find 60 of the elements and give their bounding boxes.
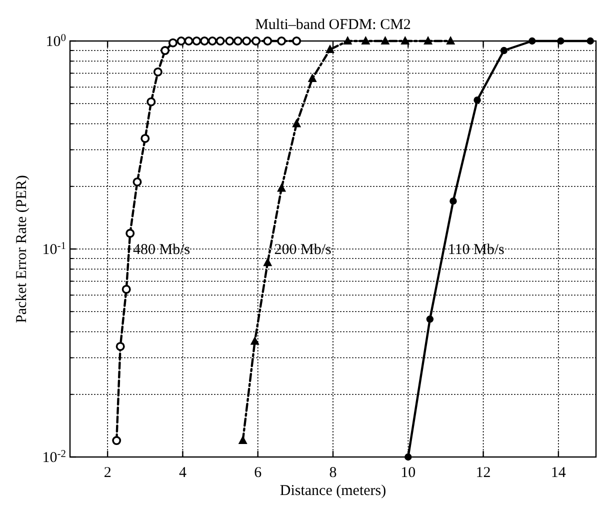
point (238, 436, 248, 444)
point (112, 436, 122, 446)
point (292, 36, 302, 46)
point (242, 36, 252, 46)
point (400, 36, 410, 44)
point (200, 36, 210, 46)
point (474, 96, 481, 104)
x-tick-label: 8 (329, 465, 337, 481)
point (263, 36, 272, 46)
point (557, 37, 564, 45)
point (153, 67, 162, 76)
y-tick-label: 10$^{0}$ (46, 32, 66, 50)
y-axis-title: Packet Error Rate (PER) (14, 175, 30, 323)
point (168, 38, 178, 48)
point (343, 36, 352, 44)
point (140, 134, 150, 143)
point (251, 36, 260, 46)
point (426, 316, 434, 323)
x-tick-label: 4 (178, 465, 187, 481)
point (308, 74, 317, 82)
point (126, 228, 135, 238)
point (233, 36, 242, 46)
x-axis-title: Distance (meters) (280, 483, 386, 499)
point (116, 342, 125, 351)
annotation: 110 Mb/s (448, 242, 505, 258)
point (586, 37, 594, 45)
point (160, 46, 170, 56)
y-tick-label: 10$^{-2}$ (42, 448, 66, 466)
point (122, 284, 131, 294)
point (292, 118, 302, 128)
point (450, 197, 457, 205)
point (500, 46, 508, 54)
point (184, 36, 194, 46)
point (446, 36, 456, 44)
point (404, 453, 412, 461)
x-tick-label: 6 (254, 465, 262, 481)
x-tick-label: 14 (550, 465, 566, 481)
x-tick-label: 2 (104, 465, 112, 481)
point (250, 336, 260, 345)
annotation: 200 Mb/s (274, 242, 332, 258)
point (380, 36, 390, 44)
point (325, 44, 334, 54)
point (361, 36, 370, 44)
point (277, 183, 286, 192)
point (132, 177, 142, 186)
point (208, 36, 217, 46)
point (263, 258, 272, 266)
x-tick-label: 12 (476, 465, 491, 481)
point (216, 36, 225, 46)
x-tick-label: 10 (400, 465, 416, 481)
chart-title: Multi–band OFDM: CM2 (255, 17, 411, 33)
point (176, 36, 186, 46)
point (528, 37, 536, 45)
point (424, 36, 433, 44)
point (146, 97, 156, 106)
point (192, 36, 202, 46)
annotation: 480 Mb/s (132, 242, 190, 258)
point (277, 36, 286, 46)
point (225, 36, 234, 46)
y-tick-label: 10$^{-1}$ (42, 240, 66, 258)
